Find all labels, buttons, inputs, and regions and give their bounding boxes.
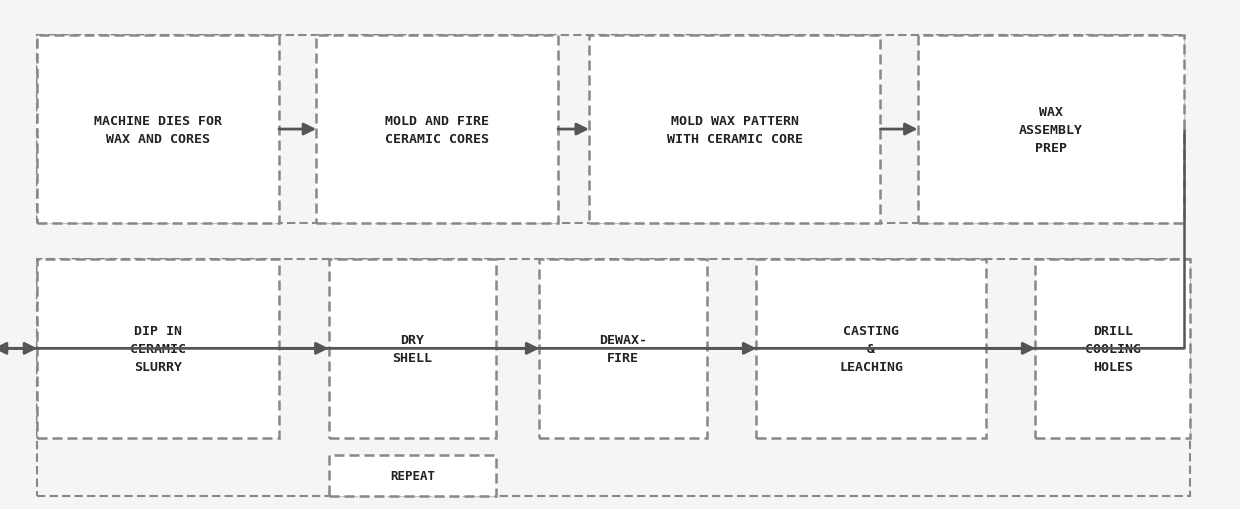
Text: DEWAX-
FIRE: DEWAX- FIRE — [599, 333, 647, 364]
Text: MOLD AND FIRE
CERAMIC CORES: MOLD AND FIRE CERAMIC CORES — [386, 115, 489, 145]
Bar — [37, 36, 1184, 224]
Bar — [37, 36, 279, 224]
Bar — [316, 36, 558, 224]
Text: CASTING
&
LEACHING: CASTING & LEACHING — [839, 324, 903, 373]
Bar — [589, 36, 880, 224]
Text: DIP IN
CERAMIC
SLURRY: DIP IN CERAMIC SLURRY — [130, 324, 186, 373]
Bar — [37, 260, 1190, 496]
Text: MOLD WAX PATTERN
WITH CERAMIC CORE: MOLD WAX PATTERN WITH CERAMIC CORE — [667, 115, 802, 145]
Text: DRY
SHELL: DRY SHELL — [392, 333, 433, 364]
Bar — [37, 260, 279, 438]
Bar — [329, 456, 496, 496]
Bar — [1035, 260, 1190, 438]
Text: DRILL
COOLING
HOLES: DRILL COOLING HOLES — [1085, 324, 1141, 373]
Text: MACHINE DIES FOR
WAX AND CORES: MACHINE DIES FOR WAX AND CORES — [94, 115, 222, 145]
Text: WAX
ASSEMBLY
PREP: WAX ASSEMBLY PREP — [1019, 105, 1083, 154]
Bar — [329, 260, 496, 438]
Bar — [756, 260, 986, 438]
Bar — [918, 36, 1184, 224]
Text: REPEAT: REPEAT — [389, 469, 435, 483]
Bar — [539, 260, 707, 438]
